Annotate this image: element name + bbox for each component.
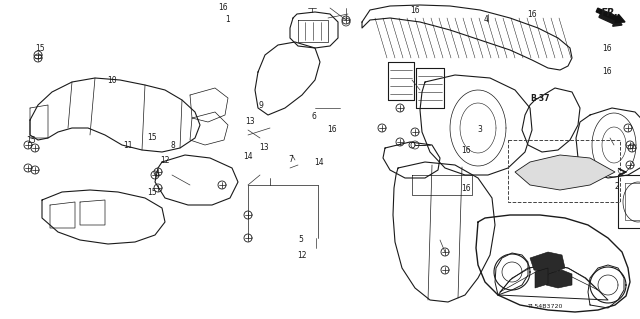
Text: 16: 16 bbox=[527, 10, 538, 19]
Text: 3: 3 bbox=[477, 125, 483, 134]
Polygon shape bbox=[530, 252, 565, 274]
Text: 5: 5 bbox=[298, 235, 303, 244]
Polygon shape bbox=[535, 268, 548, 288]
Text: 4: 4 bbox=[484, 15, 489, 24]
Text: 10: 10 bbox=[107, 76, 117, 85]
Text: 15: 15 bbox=[35, 44, 45, 53]
Polygon shape bbox=[515, 155, 615, 190]
Polygon shape bbox=[546, 270, 572, 288]
Text: 9: 9 bbox=[259, 101, 264, 110]
Text: 15: 15 bbox=[26, 136, 36, 145]
Text: 16: 16 bbox=[410, 6, 420, 15]
Text: 12: 12 bbox=[298, 251, 307, 260]
Text: 13: 13 bbox=[259, 143, 269, 152]
Text: 15: 15 bbox=[147, 189, 157, 197]
Text: 15: 15 bbox=[147, 133, 157, 142]
Text: FR.: FR. bbox=[600, 8, 618, 19]
Text: 1: 1 bbox=[225, 15, 230, 24]
FancyArrow shape bbox=[596, 8, 625, 23]
Text: B-37: B-37 bbox=[530, 94, 549, 103]
Text: 11: 11 bbox=[124, 141, 132, 150]
FancyArrow shape bbox=[599, 13, 622, 26]
Text: 16: 16 bbox=[602, 44, 612, 53]
Text: 16: 16 bbox=[218, 4, 228, 12]
Text: 16: 16 bbox=[461, 184, 471, 193]
Text: 16: 16 bbox=[328, 125, 337, 134]
Text: 6: 6 bbox=[311, 112, 316, 121]
Text: 12: 12 bbox=[160, 156, 170, 165]
Text: 14: 14 bbox=[243, 152, 253, 161]
Text: 2: 2 bbox=[614, 182, 619, 191]
Text: 7: 7 bbox=[289, 155, 294, 164]
Text: 16: 16 bbox=[602, 67, 612, 76]
Text: 13: 13 bbox=[244, 117, 255, 126]
Text: 8: 8 bbox=[170, 141, 175, 150]
Text: TL54B3720: TL54B3720 bbox=[527, 304, 563, 309]
Text: 14: 14 bbox=[314, 158, 324, 167]
Text: 16: 16 bbox=[461, 146, 471, 155]
